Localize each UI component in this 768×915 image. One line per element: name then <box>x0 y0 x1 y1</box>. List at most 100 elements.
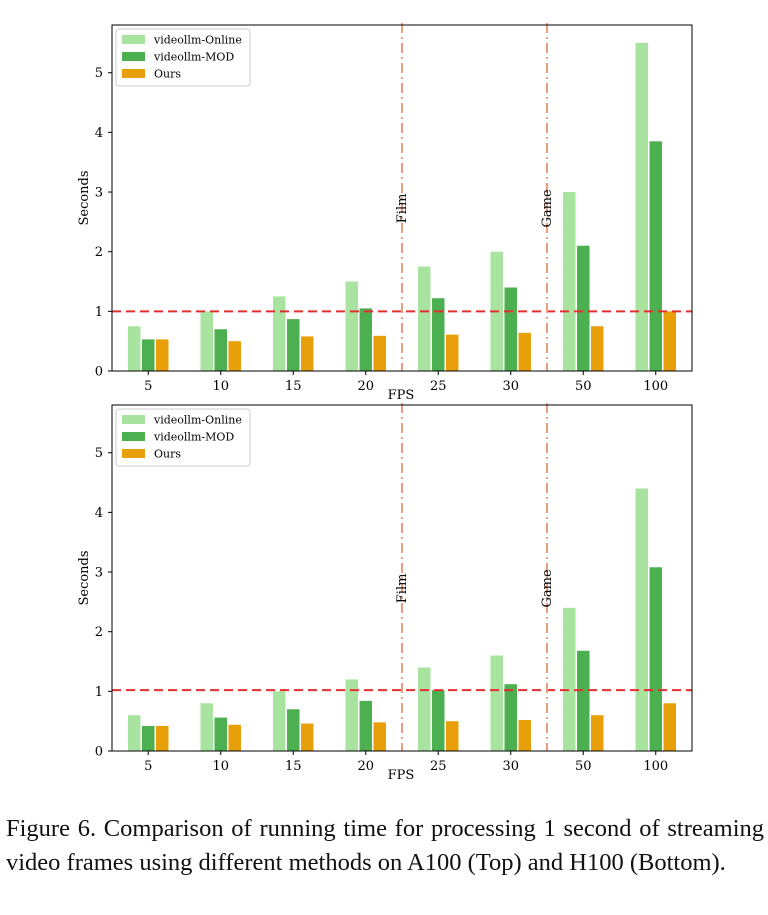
bar-videollm-online-fps-20 <box>345 281 358 371</box>
bar-videollm-mod-fps-50 <box>577 650 590 751</box>
bar-videollm-online-fps-25 <box>418 667 431 751</box>
legend-swatch-videollm-online <box>122 415 145 424</box>
x-tick-label: 25 <box>430 379 447 394</box>
bar-videollm-mod-fps-15 <box>287 319 300 371</box>
y-tick-label: 3 <box>95 566 103 581</box>
annotation-label-film: Film <box>395 574 410 604</box>
y-tick-label: 5 <box>95 66 103 81</box>
legend-label: videollm-Online <box>153 414 242 427</box>
x-axis-label: FPS <box>388 768 415 783</box>
bar-videollm-online-fps-20 <box>345 679 358 751</box>
legend-label: videollm-Online <box>153 34 242 47</box>
bar-videollm-online-fps-100 <box>635 488 648 751</box>
bar-ours-fps-30 <box>518 332 531 371</box>
bar-videollm-mod-fps-5 <box>142 725 155 751</box>
annotation-label-game: Game <box>540 569 555 607</box>
legend-swatch-ours <box>122 69 145 78</box>
bar-videollm-online-fps-30 <box>490 655 503 751</box>
bar-ours-fps-5 <box>156 339 169 371</box>
x-axis-label: FPS <box>388 388 415 403</box>
x-tick-label: 30 <box>502 379 519 394</box>
x-tick-label: 100 <box>643 379 668 394</box>
bar-videollm-online-fps-5 <box>128 715 141 751</box>
bar-videollm-mod-fps-20 <box>359 308 372 371</box>
bar-ours-fps-25 <box>446 721 459 751</box>
bar-videollm-mod-fps-20 <box>359 700 372 751</box>
bar-videollm-mod-fps-25 <box>432 298 445 371</box>
legend-box <box>115 408 251 467</box>
y-axis-label: Seconds <box>77 170 92 225</box>
bar-videollm-online-fps-15 <box>273 296 286 371</box>
legend: videollm-Online videollm-MOD Ours <box>115 28 251 87</box>
bar-videollm-online-fps-50 <box>563 192 576 371</box>
annotation-label-game: Game <box>540 189 555 227</box>
bar-ours-fps-25 <box>446 334 459 371</box>
bar-ours-fps-20 <box>373 722 386 751</box>
bar-ours-fps-10 <box>228 724 241 751</box>
x-tick-label: 50 <box>575 759 592 774</box>
chart-panel-top: Film Game 0 1 2 3 4 5 5 10 15 20 25 30 50 100 FPS Seconds… <box>77 23 693 403</box>
y-tick-label: 4 <box>95 506 103 521</box>
bar-ours-fps-50 <box>591 326 604 371</box>
legend-swatch-videollm-online <box>122 35 145 44</box>
y-tick-label: 0 <box>95 365 103 380</box>
bar-videollm-online-fps-25 <box>418 266 431 371</box>
bar-videollm-mod-fps-30 <box>504 287 517 371</box>
bar-ours-fps-20 <box>373 335 386 371</box>
legend-label: videollm-MOD <box>153 51 234 64</box>
bar-videollm-online-fps-100 <box>635 42 648 372</box>
bar-videollm-mod-fps-10 <box>214 717 227 751</box>
x-tick-label: 10 <box>212 759 229 774</box>
bar-ours-fps-100 <box>663 311 676 371</box>
x-tick-label: 5 <box>144 759 152 774</box>
y-tick-label: 1 <box>95 305 103 320</box>
bar-videollm-online-fps-15 <box>273 691 286 751</box>
bar-videollm-online-fps-10 <box>200 311 213 371</box>
y-tick-label: 2 <box>95 245 103 260</box>
bar-videollm-mod-fps-25 <box>432 690 445 751</box>
bar-ours-fps-10 <box>228 341 241 371</box>
x-tick-label: 20 <box>357 759 374 774</box>
bar-ours-fps-15 <box>301 336 314 371</box>
x-tick-label: 100 <box>643 759 668 774</box>
figure-caption: Figure 6. Comparison of running time for… <box>6 815 764 876</box>
bar-ours-fps-30 <box>518 719 531 751</box>
x-tick-label: 25 <box>430 759 447 774</box>
y-tick-label: 0 <box>95 745 103 760</box>
x-tick-label: 30 <box>502 759 519 774</box>
y-tick-label: 5 <box>95 446 103 461</box>
y-axis-label: Seconds <box>77 550 92 605</box>
legend-swatch-ours <box>122 449 145 458</box>
plot-frame <box>111 404 693 752</box>
y-tick-label: 4 <box>95 126 103 141</box>
legend-label: Ours <box>154 68 181 81</box>
bar-ours-fps-5 <box>156 725 169 751</box>
x-tick-label: 10 <box>212 379 229 394</box>
plot-frame <box>111 24 693 372</box>
bar-videollm-online-fps-10 <box>200 703 213 751</box>
bar-videollm-mod-fps-50 <box>577 245 590 371</box>
bar-ours-fps-100 <box>663 703 676 751</box>
y-tick-label: 3 <box>95 186 103 201</box>
bar-videollm-mod-fps-15 <box>287 709 300 751</box>
legend-label: Ours <box>154 448 181 461</box>
legend: videollm-Online videollm-MOD Ours <box>115 408 251 467</box>
bar-videollm-online-fps-50 <box>563 607 576 751</box>
bar-ours-fps-50 <box>591 715 604 751</box>
x-tick-label: 5 <box>144 379 152 394</box>
bar-videollm-mod-fps-100 <box>649 567 662 751</box>
y-tick-label: 2 <box>95 625 103 640</box>
bar-videollm-mod-fps-5 <box>142 339 155 371</box>
bar-videollm-mod-fps-100 <box>649 141 662 371</box>
x-tick-label: 15 <box>285 379 302 394</box>
x-tick-label: 15 <box>285 759 302 774</box>
bar-videollm-mod-fps-30 <box>504 684 517 751</box>
legend-box <box>115 28 251 87</box>
legend-label: videollm-MOD <box>153 431 234 444</box>
chart-panel-bottom: Film Game 0 1 2 3 4 5 5 10 15 20 25 30 50 100 FPS Seconds… <box>77 403 693 783</box>
x-tick-label: 20 <box>357 379 374 394</box>
bar-ours-fps-15 <box>301 723 314 751</box>
y-tick-label: 1 <box>95 685 103 700</box>
bar-videollm-online-fps-5 <box>128 326 141 371</box>
bar-videollm-mod-fps-10 <box>214 329 227 371</box>
